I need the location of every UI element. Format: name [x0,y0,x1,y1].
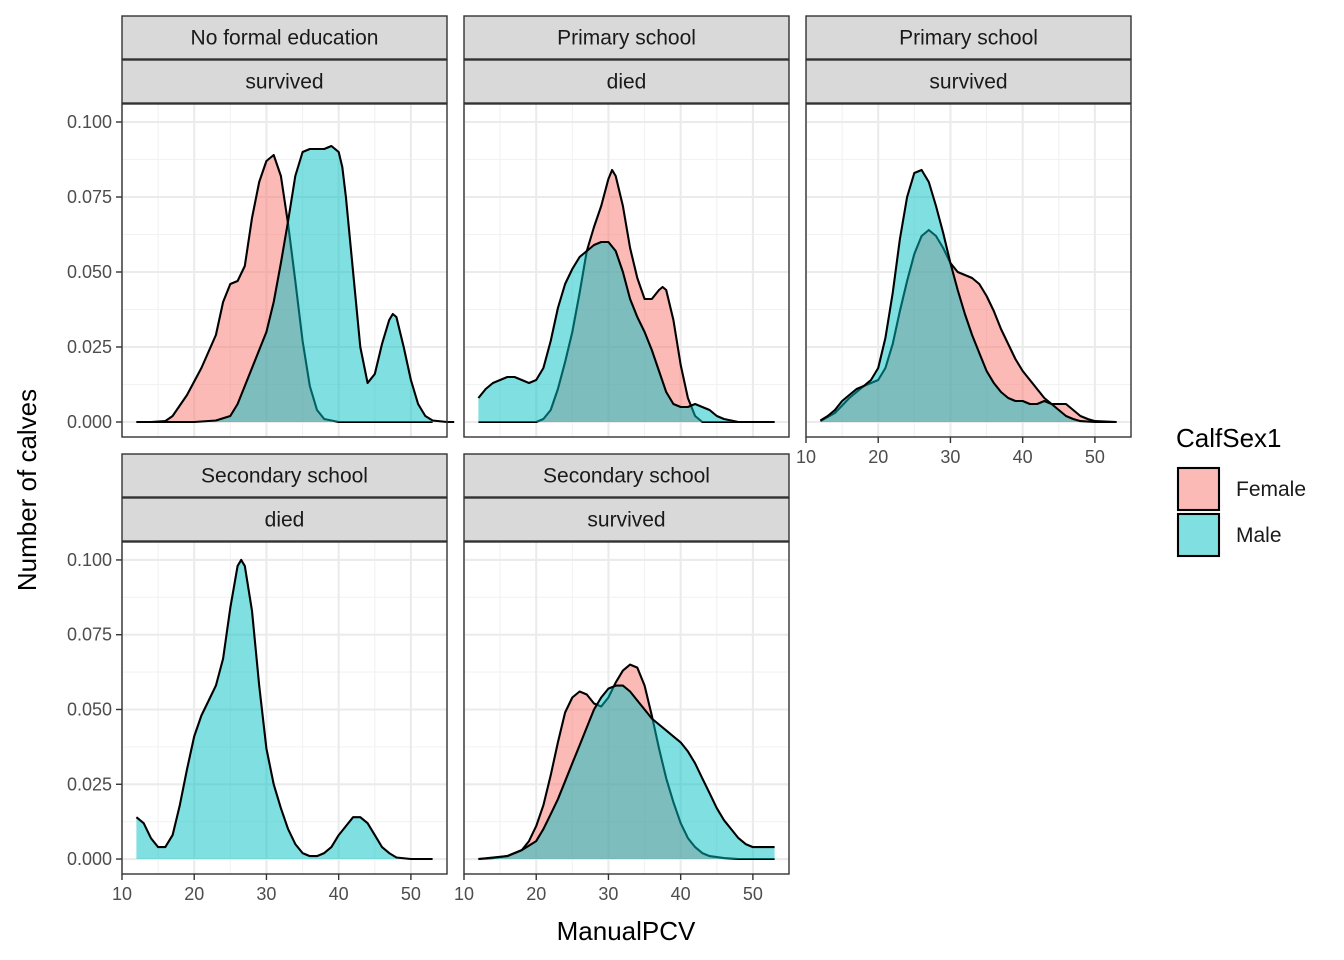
panel-5-x-tick-label: 20 [526,884,546,904]
legend-label-female: Female [1236,478,1306,501]
panel-5-x-tick-label: 30 [598,884,618,904]
panel-2-area-male [478,242,775,422]
panel-4: Secondary school died 10 20 30 40 50 0.000 0.025… [67,453,448,904]
panel-5-area-male [478,685,775,859]
panel-2-strip2-box [463,59,790,104]
panel-3-x-tick-label: 10 [796,447,816,467]
panel-1-y-tick-label: 0.025 [67,337,112,357]
panel-4-y-tick-label: 0.075 [67,625,112,645]
panel-4-strip2-label: died [265,509,305,532]
panel-4-y-tick-label: 0.100 [67,550,112,570]
panel-3-x-tick-label: 30 [940,447,960,467]
panel-1-strip1-label: No formal education [191,27,379,50]
legend: CalfSex1 Female Male [1176,423,1306,558]
panel-1-strip2-box [121,59,448,104]
legend-label-male: Male [1236,524,1282,547]
panel-5-border [463,541,790,875]
panel-3-strip2-label: survived [929,71,1007,94]
panel-1-y-tick-label: 0.100 [67,112,112,132]
panel-4-x-tick-label: 20 [184,884,204,904]
legend-title: CalfSex1 [1176,423,1282,453]
panel-1-strip1-box [121,15,448,60]
panel-3-strip1-label: Primary school [899,27,1038,50]
panel-3-x-tick-label: 50 [1085,447,1105,467]
panel-3-area-male [820,170,1117,422]
panel-1-area-male [136,146,455,422]
panel-3-x-tick-label: 40 [1013,447,1033,467]
panel-4-x-tick-label: 50 [401,884,421,904]
panel-4-y-tick-label: 0.050 [67,699,112,719]
panel-4-strip2-box [121,497,448,542]
panel-5: Secondary school survived 10 20 30 40 50 [454,453,790,904]
panel-3-x-tick-label: 20 [868,447,888,467]
panel-1-border [121,103,448,438]
panel-4-x-tick-label: 10 [112,884,132,904]
panel-1-y-tick-label: 0.000 [67,412,112,432]
panel-1-y-tick-label: 0.050 [67,262,112,282]
panel-5-strip2-box [463,497,790,542]
panel-2-line-male [477,240,775,424]
panel-4-y-tick-label: 0.000 [67,849,112,869]
panel-3-border [805,103,1132,438]
y-axis-title: Number of calves [12,389,42,591]
panel-4-x-tick-label: 30 [256,884,276,904]
panel-5-strip2-label: survived [587,509,665,532]
panel-5-x-tick-label: 10 [454,884,474,904]
panel-5-x-tick-label: 40 [671,884,691,904]
panel-3-line-male [819,168,1117,424]
panel-1-line-male [136,144,455,424]
panel-4-strip1-box [121,453,448,498]
panel-4-border [121,541,448,875]
panel-4-strip1-label: Secondary school [201,465,368,488]
panel-5-line-male [478,684,775,861]
panel-2-border [463,103,790,438]
panel-5-x-tick-label: 50 [743,884,763,904]
panel-3-strip2-box [805,59,1132,104]
panel-4-x-tick-label: 40 [329,884,349,904]
panel-4-area-male [136,559,433,859]
panel-2-strip1-box [463,15,790,60]
panel-1: No formal education survived 0.000 0.025 0.0… [67,15,455,438]
panel-3: Primary school survived 10 20 30 40 50 [796,15,1132,467]
panel-2-strip2-label: died [607,71,647,94]
panel-1-strip2-label: survived [245,71,323,94]
panel-4-line-male [135,558,433,861]
panel-5-strip1-box [463,453,790,498]
legend-key-female [1176,466,1221,512]
panel-4-y-tick-label: 0.025 [67,774,112,794]
x-axis-title: ManualPCV [557,916,696,946]
panel-1-y-tick-label: 0.075 [67,187,112,207]
panel-3-strip1-box [805,15,1132,60]
panel-2-strip1-label: Primary school [557,27,696,50]
panel-2: Primary school died [462,15,790,438]
panel-5-strip1-label: Secondary school [543,465,710,488]
legend-key-male [1176,512,1221,558]
